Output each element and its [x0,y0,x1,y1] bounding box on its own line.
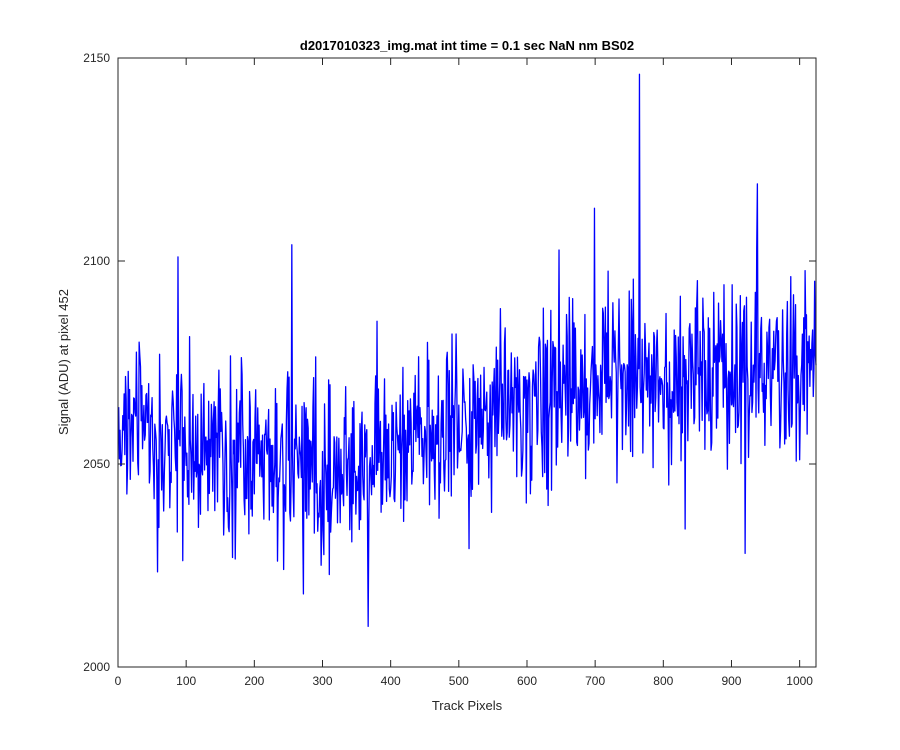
y-tick-label: 2150 [83,51,110,65]
x-ticks: 0 100 200 300 400 500 600 700 800 900 1000 [115,58,813,688]
x-tick-label: 100 [176,674,196,688]
axes-background [118,58,816,667]
y-axis-label: Signal (ADU) at pixel 452 [56,289,71,435]
axes-box [117,57,817,668]
y-tick-label: 2100 [83,254,110,268]
x-tick-label: 800 [653,674,673,688]
x-tick-label: 0 [115,674,122,688]
signal-series-line [118,73,817,628]
x-tick-label: 500 [449,674,469,688]
x-tick-label: 400 [381,674,401,688]
x-tick-label: 1000 [786,674,813,688]
x-tick-label: 600 [517,674,537,688]
x-tick-label: 300 [312,674,332,688]
y-tick-label: 2000 [83,660,110,674]
x-tick-label: 900 [721,674,741,688]
chart-title: d2017010323_img.mat int time = 0.1 sec N… [300,38,634,53]
y-ticks: 2000 2050 2100 2150 [83,51,816,674]
x-tick-label: 200 [244,674,264,688]
plot-area: 0 100 200 300 400 500 600 700 800 900 1000 2000 205… [83,51,817,688]
y-tick-label: 2050 [83,457,110,471]
x-axis-label: Track Pixels [432,698,503,713]
x-tick-label: 700 [585,674,605,688]
series-layer [118,73,817,628]
